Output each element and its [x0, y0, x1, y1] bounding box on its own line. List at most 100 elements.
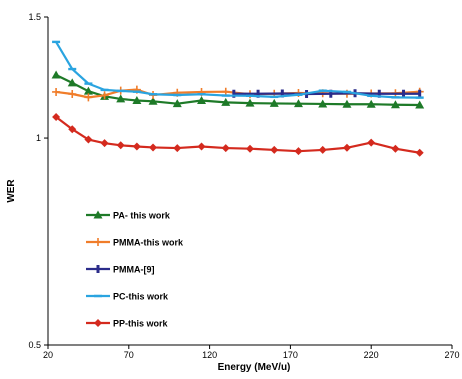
data-point: [391, 96, 400, 99]
data-point: [280, 89, 284, 98]
legend-label: PC-this work: [113, 292, 169, 302]
data-point: [391, 144, 400, 153]
data-point: [173, 93, 182, 97]
y-axis-title: WER: [6, 179, 17, 203]
data-point: [51, 70, 61, 79]
axes: 20 70 120 170 220 270 0.5 1 1.5 Energy (MeV/u) WER: [6, 12, 460, 373]
data-point: [415, 100, 425, 109]
data-point: [415, 96, 424, 99]
data-point: [293, 99, 303, 108]
data-point: [245, 98, 255, 107]
data-point: [318, 145, 327, 154]
legend-marker: [93, 210, 103, 219]
data-point: [390, 100, 400, 109]
data-point: [52, 87, 61, 96]
data-point: [232, 89, 236, 98]
data-point: [132, 96, 142, 105]
legend-item: PP-this work: [86, 319, 169, 329]
data-point: [415, 148, 424, 157]
legend-item: PA- this work: [86, 210, 171, 221]
data-point: [377, 89, 381, 98]
data-point: [270, 145, 279, 154]
series-line: [55, 41, 420, 99]
data-point: [366, 99, 376, 108]
data-point: [294, 147, 303, 156]
data-point: [342, 99, 352, 108]
legend-item: PMMA-this work: [86, 238, 184, 248]
data-point: [52, 40, 61, 44]
data-point: [68, 67, 77, 71]
legend-label: PMMA-[9]: [113, 265, 155, 275]
series-line: [233, 92, 420, 96]
data-point: [270, 95, 279, 99]
legend-marker: [94, 294, 102, 298]
legend: PA- this work PMMA-this work PMMA-[9] PC-th…: [86, 210, 184, 329]
data-point: [67, 78, 77, 87]
data-point: [221, 97, 231, 106]
data-point: [342, 90, 351, 94]
data-point: [197, 96, 207, 105]
data-point: [367, 138, 376, 147]
data-point: [149, 93, 158, 96]
legend-item: PMMA-[9]: [86, 265, 155, 275]
data-point: [52, 113, 61, 122]
data-point: [318, 99, 328, 108]
x-tick-label: 270: [444, 350, 459, 360]
data-point: [342, 143, 351, 152]
data-point: [100, 91, 109, 100]
series-3: [52, 40, 424, 99]
data-point: [246, 144, 254, 153]
data-point: [149, 143, 158, 152]
data-point: [329, 89, 333, 98]
data-point: [100, 139, 109, 148]
legend-label: PMMA-this work: [113, 238, 184, 248]
data-point: [173, 144, 182, 153]
series-layer: [51, 40, 425, 157]
legend-marker: [96, 265, 100, 273]
data-point: [172, 99, 182, 108]
legend-label: PA- this work: [113, 211, 171, 221]
data-point: [132, 90, 141, 93]
data-point: [116, 94, 126, 103]
y-tick-label: 0.5: [28, 340, 41, 350]
series-line: [55, 116, 420, 154]
data-point: [84, 82, 93, 85]
y-tick-label: 1.5: [28, 12, 41, 22]
data-point: [68, 125, 77, 134]
x-tick-label: 120: [202, 350, 217, 360]
legend-marker: [94, 238, 102, 246]
data-point: [402, 89, 406, 98]
x-tick-label: 170: [283, 350, 298, 360]
data-point: [84, 135, 93, 144]
data-point: [221, 144, 230, 153]
data-point: [418, 89, 422, 98]
data-point: [269, 98, 279, 107]
x-axis-title: Energy (MeV/u): [218, 362, 291, 373]
data-point: [84, 93, 93, 102]
series-4: [52, 113, 424, 157]
legend-label: PP-this work: [113, 319, 169, 329]
data-point: [116, 141, 125, 150]
data-point: [256, 89, 260, 98]
y-tick-label: 1: [36, 133, 41, 143]
data-point: [197, 142, 206, 151]
data-point: [83, 86, 93, 95]
data-point: [197, 93, 206, 96]
data-point: [132, 142, 141, 151]
legend-marker: [94, 319, 102, 327]
x-tick-label: 70: [124, 350, 134, 360]
data-point: [221, 94, 230, 97]
x-tick-label: 20: [43, 350, 53, 360]
data-point: [246, 94, 254, 98]
data-point: [318, 89, 327, 92]
data-point: [100, 88, 109, 92]
data-point: [148, 96, 158, 105]
data-point: [367, 94, 376, 98]
data-point: [68, 90, 77, 99]
legend-item: PC-this work: [86, 292, 169, 302]
data-point: [116, 89, 125, 93]
x-tick-label: 220: [364, 350, 379, 360]
data-point: [294, 93, 303, 96]
